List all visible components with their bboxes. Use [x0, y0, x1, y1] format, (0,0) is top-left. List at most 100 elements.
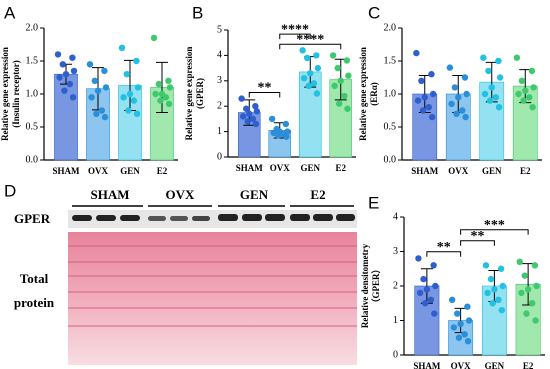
data-point: [310, 80, 318, 87]
data-point: [86, 61, 94, 68]
bar: [54, 73, 78, 161]
data-point: [532, 317, 539, 324]
significance-bracket: [460, 229, 529, 235]
data-point: [62, 71, 70, 78]
data-point: [520, 97, 527, 104]
lane-label: E2: [310, 187, 325, 202]
data-point: [343, 57, 351, 64]
data-point: [531, 262, 539, 269]
data-point: [495, 296, 502, 303]
data-point: [130, 97, 138, 104]
x-tick-label: E2: [335, 163, 346, 173]
y-tick-label: 4: [217, 50, 222, 61]
total-label: protein: [14, 295, 55, 310]
blot: SHAM OVX GEN E2 GPER Total protein: [14, 187, 357, 365]
data-point: [463, 90, 470, 98]
significance-label: **: [258, 81, 272, 96]
data-point: [413, 49, 420, 57]
data-point: [101, 113, 109, 121]
data-point: [419, 107, 427, 114]
data-point: [102, 84, 110, 91]
gel: [68, 232, 357, 365]
data-point: [345, 72, 352, 79]
y-axis-label: (GPER): [195, 78, 205, 109]
data-point: [421, 300, 429, 307]
data-point: [249, 115, 257, 123]
data-point: [492, 94, 499, 101]
data-point: [69, 94, 77, 101]
data-point: [491, 286, 498, 293]
data-point: [93, 110, 100, 118]
data-point: [496, 74, 504, 81]
data-point: [123, 71, 130, 78]
data-point: [533, 282, 540, 290]
y-tick-label: 0.5: [26, 121, 39, 132]
data-point: [488, 84, 495, 91]
data-point: [56, 74, 63, 81]
data-point: [464, 338, 472, 345]
data-point: [155, 80, 162, 88]
data-point: [499, 282, 507, 290]
data-point: [165, 77, 172, 85]
data-point: [341, 92, 348, 100]
data-point: [451, 84, 459, 91]
y-tick-label: 1: [217, 126, 222, 137]
data-point: [481, 90, 489, 98]
data-point: [307, 69, 314, 77]
x-tick-label: SHAM: [411, 166, 439, 176]
data-point: [331, 82, 338, 90]
data-point: [336, 100, 343, 107]
y-axis-label: (ERα): [369, 82, 379, 106]
data-point: [529, 104, 536, 111]
data-point: [522, 87, 529, 94]
data-point: [484, 289, 491, 297]
significance-label: ***: [484, 218, 505, 233]
data-point: [524, 286, 532, 293]
gel-bands: [68, 245, 357, 327]
data-point: [450, 324, 458, 331]
x-tick-label: E2: [523, 361, 534, 369]
data-point: [528, 300, 536, 307]
data-point: [498, 306, 505, 314]
y-axis-label: Relative gene expression: [184, 47, 194, 141]
data-point: [252, 103, 259, 110]
data-point: [518, 289, 525, 297]
data-point: [120, 94, 127, 101]
x-tick-label: E2: [520, 166, 531, 176]
x-tick-label: OVX: [448, 166, 469, 176]
data-point: [98, 107, 106, 114]
data-point: [133, 110, 141, 118]
data-point: [134, 84, 142, 91]
significance-label: **: [437, 240, 451, 255]
data-point: [244, 118, 251, 125]
data-point: [495, 57, 502, 65]
data-point: [528, 67, 536, 75]
data-point: [457, 320, 464, 328]
data-point: [165, 100, 173, 108]
data-point: [125, 107, 132, 114]
data-point: [313, 52, 320, 59]
data-point: [414, 97, 422, 104]
data-point: [246, 110, 253, 118]
lane-label: GEN: [240, 187, 269, 202]
y-tick-label: 0: [393, 349, 398, 360]
data-point: [416, 289, 424, 297]
data-point: [59, 61, 66, 68]
data-point: [314, 64, 322, 72]
error-bar: [156, 61, 168, 113]
data-point: [150, 34, 158, 42]
panel-letter: E: [368, 193, 379, 212]
data-point: [459, 107, 466, 114]
lane-label: OVX: [166, 187, 196, 202]
y-tick-label: 1.5: [384, 55, 397, 66]
data-point: [515, 90, 522, 98]
data-point: [448, 100, 455, 108]
data-point: [497, 265, 505, 272]
y-tick-label: 2.0: [26, 22, 39, 33]
data-point: [431, 310, 438, 317]
y-axis-label: Relative densitometry: [360, 243, 370, 328]
data-point: [464, 303, 471, 310]
x-tick-label: GEN: [485, 361, 505, 369]
bar: [414, 285, 440, 356]
